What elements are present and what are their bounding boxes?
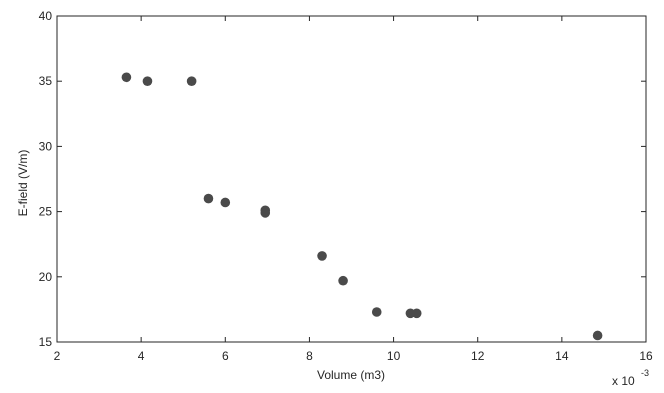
y-tick-label: 25 xyxy=(39,205,53,219)
y-tick-label: 35 xyxy=(39,74,53,88)
x-tick-label: 10 xyxy=(387,349,401,363)
ticks: 2 4 6 8 10 12 14 16 15 20 25 30 35 40 xyxy=(39,9,653,363)
x-tick-label: 4 xyxy=(138,349,145,363)
x-tick-label: 8 xyxy=(306,349,313,363)
y-tick-label: 15 xyxy=(39,335,53,349)
data-point xyxy=(260,208,271,218)
x-axis-title: Volume (m3) xyxy=(317,368,385,382)
x-tick-label: 2 xyxy=(54,349,61,363)
data-point xyxy=(186,76,197,86)
x-tick-label: 16 xyxy=(639,349,653,363)
y-tick-label: 20 xyxy=(39,270,53,284)
axes xyxy=(56,15,647,343)
y-tick-label: 40 xyxy=(39,9,53,23)
data-point xyxy=(203,193,214,204)
data-point xyxy=(371,307,382,317)
y-tick-label: 30 xyxy=(39,139,53,153)
data-point xyxy=(411,308,422,319)
plot-frame xyxy=(56,15,647,343)
data-point xyxy=(338,275,348,286)
data-point xyxy=(592,330,603,341)
x-tick-label: 12 xyxy=(471,349,485,363)
y-axis-title: E-field (V/m) xyxy=(16,150,30,217)
data-points xyxy=(121,72,603,341)
data-point xyxy=(121,72,132,83)
data-point xyxy=(142,76,153,86)
data-point xyxy=(220,197,231,208)
x-axis-exponent-base: x 10 xyxy=(612,374,635,388)
x-tick-label: 14 xyxy=(555,349,569,363)
x-tick-label: 6 xyxy=(222,349,229,363)
x-axis-exponent: x 10 -3 xyxy=(612,368,649,388)
x-axis-exponent-power: -3 xyxy=(641,368,649,378)
data-point xyxy=(317,251,327,261)
